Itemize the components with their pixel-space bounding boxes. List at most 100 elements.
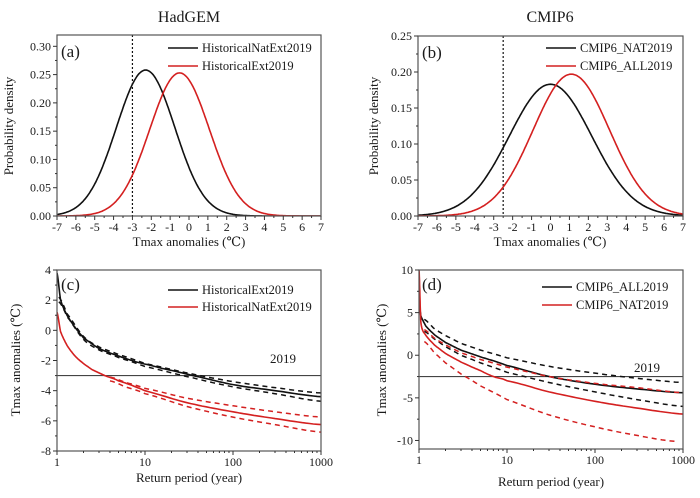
- x-tick-label: 4: [623, 220, 629, 234]
- x-tick-label: 7: [318, 220, 324, 234]
- series-line-historicalnatext2019: [57, 311, 321, 426]
- y-tick-label: 0.10: [391, 137, 412, 151]
- x-tick-label: 3: [604, 220, 610, 234]
- x-tick-label: 1000: [309, 455, 333, 469]
- series-line-historicalext2019: [57, 272, 321, 398]
- series-line-cmip6-nat2019-lower: [423, 340, 675, 443]
- reference-year-label: 2019: [270, 351, 296, 366]
- legend: CMIP6_ALL2019 CMIP6_NAT2019: [542, 280, 668, 312]
- x-tick-label: -4: [470, 220, 480, 234]
- x-tick-label: -1: [527, 220, 537, 234]
- y-axis-title: Tmax anomalies (℃): [374, 304, 389, 417]
- x-tick-label: 1: [416, 453, 422, 467]
- x-tick-label: 1: [205, 220, 211, 234]
- x-tick-label: 2: [585, 220, 591, 234]
- series-line-cmip6-all2019-upper: [423, 318, 683, 384]
- x-tick-label: -7: [413, 220, 423, 234]
- legend-label: CMIP6_ALL2019: [580, 59, 672, 73]
- series-line-historicalnatext2019: [57, 69, 321, 216]
- x-tick-label: 10: [139, 455, 151, 469]
- y-tick-label: 2: [45, 293, 51, 307]
- series-line-historicalnatext2019-upper: [109, 376, 321, 418]
- y-tick-label: 0.00: [391, 209, 412, 223]
- y-tick-label: 0: [407, 348, 413, 362]
- y-tick-label: 0.25: [391, 29, 412, 43]
- y-tick-label: -2: [41, 354, 51, 368]
- series-line-cmip6-nat2019: [418, 83, 683, 216]
- series-line-historicalext2019: [57, 72, 321, 216]
- series-layer: [57, 35, 321, 216]
- panel-title: CMIP6: [526, 9, 573, 26]
- panel-label: (d): [422, 275, 442, 294]
- legend: CMIP6_NAT2019 CMIP6_ALL2019: [546, 41, 672, 73]
- x-tick-label: -2: [146, 220, 156, 234]
- plot-area: -7 -6 -5 -4 -3 -2 -1 0 1 2 3 4 5 6 7 0.00 0.05 0.10 0.15 0.…: [30, 34, 324, 234]
- y-tick-label: -8: [41, 444, 51, 458]
- x-tick-label: 3: [243, 220, 249, 234]
- legend-label: HistoricalNatExt2019: [202, 300, 312, 314]
- x-axis-title: Tmax anomalies (℃): [494, 234, 607, 249]
- panel-d: (d) Return period (year) Tmax anomalies …: [374, 263, 695, 489]
- x-tick-label: 4: [261, 220, 267, 234]
- x-tick-label: 5: [280, 220, 286, 234]
- y-tick-label: 0: [45, 323, 51, 337]
- x-tick-label: -5: [451, 220, 461, 234]
- series-layer: [57, 272, 321, 433]
- panel-label: (c): [61, 275, 80, 294]
- x-tick-label: 0: [548, 220, 554, 234]
- y-tick-label: -4: [41, 384, 51, 398]
- series-line-cmip6-all2019-lower: [424, 330, 683, 408]
- x-tick-label: 10: [501, 453, 513, 467]
- x-tick-label: 100: [224, 455, 242, 469]
- plot-frame: [418, 269, 684, 450]
- x-tick-label: -2: [508, 220, 518, 234]
- legend-label: HistoricalExt2019: [202, 283, 294, 297]
- legend-label: HistoricalExt2019: [202, 59, 294, 73]
- x-tick-label: 100: [586, 453, 604, 467]
- y-tick-label: -5: [403, 391, 413, 405]
- y-tick-label: 4: [45, 263, 51, 277]
- legend-label: CMIP6_ALL2019: [576, 280, 668, 294]
- x-tick-label: 1000: [671, 453, 695, 467]
- legend-label: HistoricalNatExt2019: [202, 41, 312, 55]
- y-tick-label: 0.10: [30, 152, 51, 166]
- series-line-historicalext2019-upper: [58, 296, 321, 394]
- x-tick-label: -3: [489, 220, 499, 234]
- x-axis-title: Return period (year): [136, 470, 242, 485]
- series-line-historicalnatext2019-lower: [109, 380, 321, 433]
- y-tick-label: 0.00: [30, 209, 51, 223]
- y-axis-title: Tmax anomalies (℃): [8, 304, 23, 417]
- x-tick-label: 7: [680, 220, 686, 234]
- series-line-cmip6-all2019: [419, 302, 683, 394]
- series-layer: [418, 36, 683, 216]
- x-axis-title: Tmax anomalies (℃): [133, 234, 246, 249]
- x-tick-label: 6: [661, 220, 667, 234]
- y-tick-label: 0.20: [30, 96, 51, 110]
- series-line-cmip6-nat2019: [419, 270, 683, 415]
- x-tick-label: -6: [432, 220, 442, 234]
- panel-label: (a): [61, 42, 80, 61]
- panel-title: HadGEM: [158, 9, 220, 26]
- x-tick-label: 1: [566, 220, 572, 234]
- y-tick-label: 0.30: [30, 39, 51, 53]
- panel-b: CMIP6 (b) Tmax anomalies (℃) Probability…: [366, 9, 686, 249]
- legend: HistoricalNatExt2019 HistoricalExt2019: [168, 41, 312, 73]
- y-tick-label: -10: [397, 433, 413, 447]
- y-tick-label: 0.25: [30, 68, 51, 82]
- y-tick-label: 5: [407, 306, 413, 320]
- plot-area: -7 -6 -5 -4 -3 -2 -1 0 1 2 3 4 5 6 7 0.00 0.05 0.10 0.15 0.…: [391, 29, 686, 234]
- y-tick-label: 0.05: [391, 173, 412, 187]
- x-tick-label: -6: [71, 220, 81, 234]
- x-tick-label: 5: [642, 220, 648, 234]
- x-axis-title: Return period (year): [498, 474, 604, 489]
- y-tick-label: 10: [401, 263, 413, 277]
- y-tick-label: 0.05: [30, 181, 51, 195]
- panel-c: (c) Return period (year) Tmax anomalies …: [8, 263, 333, 485]
- x-tick-label: 6: [299, 220, 305, 234]
- y-tick-label: -6: [41, 414, 51, 428]
- y-axis-title: Probability density: [366, 76, 381, 175]
- legend: HistoricalExt2019 HistoricalNatExt2019: [168, 283, 312, 314]
- x-tick-label: 1: [54, 455, 60, 469]
- x-tick-label: -4: [109, 220, 119, 234]
